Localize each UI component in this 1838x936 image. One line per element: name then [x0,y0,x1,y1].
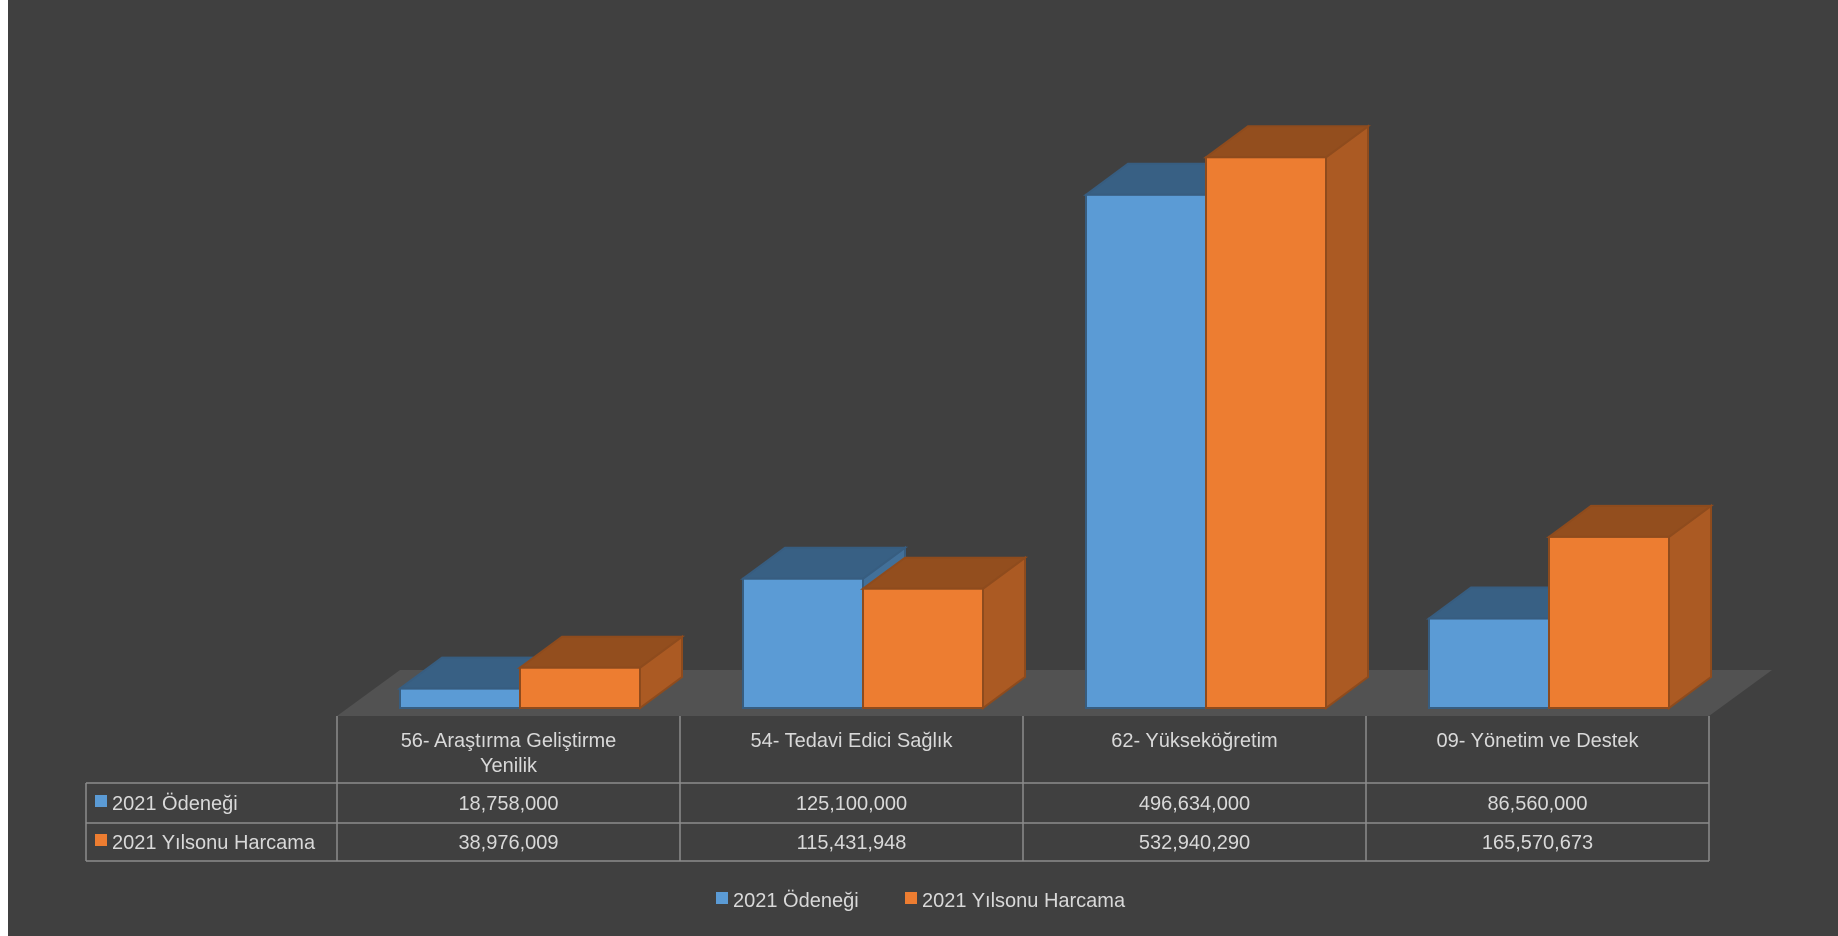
chart-svg: 56- Araştırma Geliştirme Yenilik 54- Tedav… [85,124,1772,912]
chart-area: 56- Araştırma Geliştirme Yenilik 54- Tedav… [8,0,1838,936]
bar-yilsonu-harcama-2 [859,555,1029,710]
table-value-yilsonu-harcama-3: 532,940,290 [1139,832,1250,854]
table-series-label-yilsonu-harcama: 2021 Yılsonu Harcama [112,832,316,854]
table-value-odenegi-1: 18,758,000 [458,793,558,815]
table-value-odenegi-3: 496,634,000 [1139,793,1250,815]
legend-swatch-odenegi [716,892,728,904]
category-label-2: 54- Tedavi Edici Sağlık [751,730,954,752]
table-key-swatch-yilsonu-harcama [95,834,107,846]
bar-yilsonu-harcama-1 [516,634,686,710]
category-label-1: 56- Araştırma Geliştirme Yenilik [401,730,617,777]
category-label-3: 62- Yükseköğretim [1111,730,1277,752]
chart-floor [337,670,1772,716]
table-series-label-odenegi: 2021 Ödeneği [112,793,238,815]
bar-yilsonu-harcama-4 [1545,503,1715,710]
bar-odenegi-2 [739,545,909,710]
legend-label-odenegi: 2021 Ödeneği [733,890,859,912]
table-value-yilsonu-harcama-2: 115,431,948 [797,832,907,854]
table-value-odenegi-2: 125,100,000 [796,793,907,815]
category-label-4: 09- Yönetim ve Destek [1437,730,1640,752]
table-key-swatch-odenegi [95,795,107,807]
legend-swatch-yilsonu-harcama [905,892,917,904]
table-value-yilsonu-harcama-1: 38,976,009 [458,832,558,854]
bar-yilsonu-harcama-3 [1202,124,1372,710]
table-value-yilsonu-harcama-4: 165,570,673 [1482,832,1593,854]
table-value-odenegi-4: 86,560,000 [1487,793,1587,815]
legend-label-yilsonu-harcama: 2021 Yılsonu Harcama [922,890,1126,912]
